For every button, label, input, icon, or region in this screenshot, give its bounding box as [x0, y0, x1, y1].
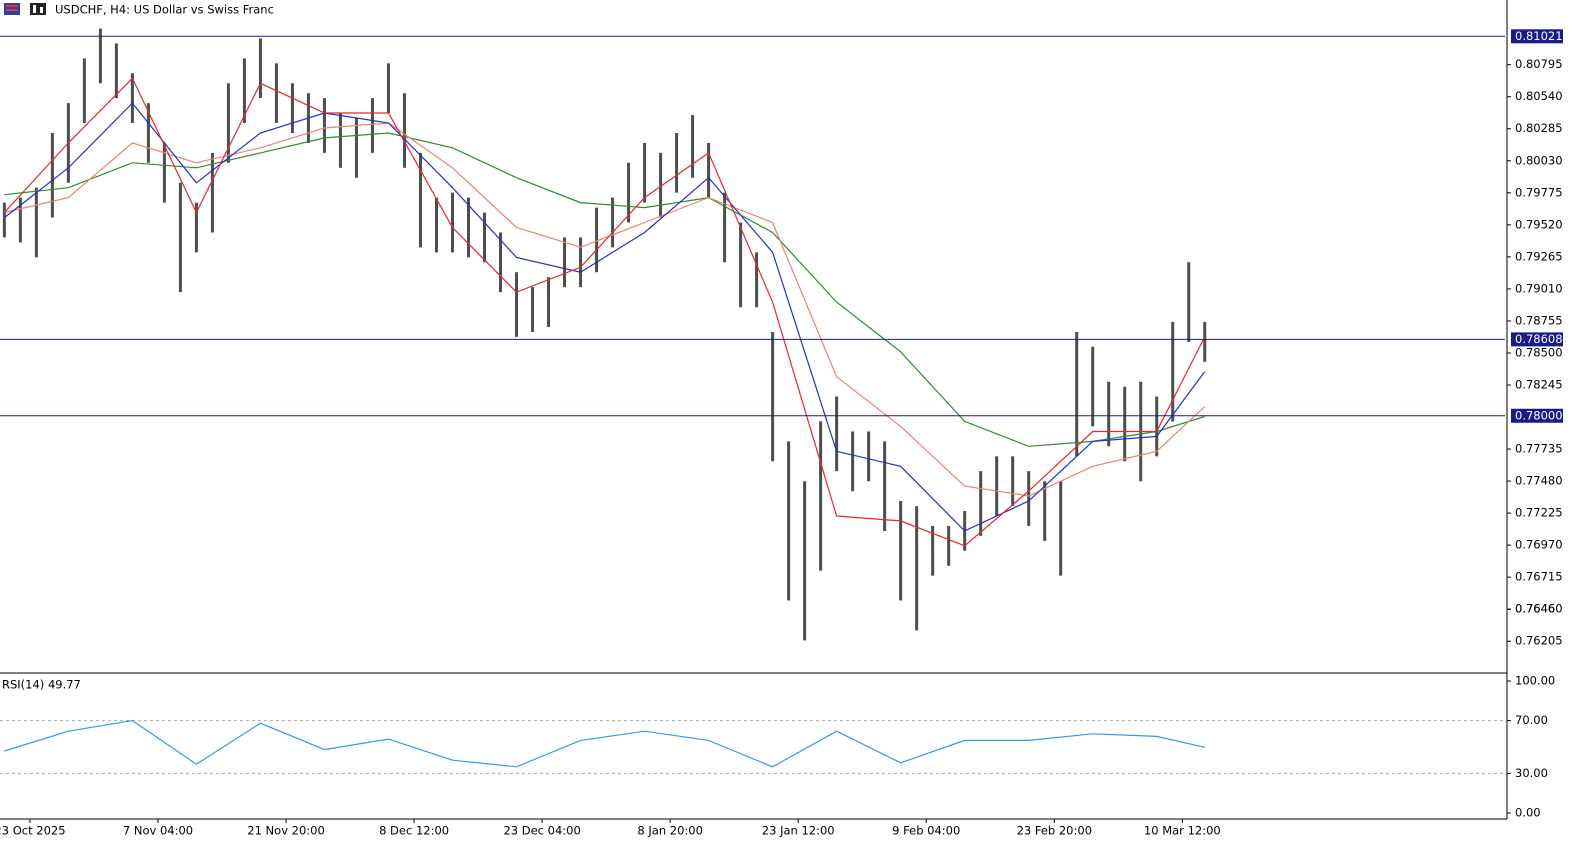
- level-label-bg: [1511, 332, 1563, 347]
- y-tick-label: 0.78755: [1515, 313, 1563, 327]
- y-tick-label: 0.78500: [1515, 345, 1563, 359]
- y-tick-label: 0.77735: [1515, 442, 1563, 456]
- y-tick-label: 30.00: [1515, 766, 1548, 780]
- y-tick-label: 0.76970: [1515, 538, 1563, 552]
- y-tick-label: 0.78245: [1515, 377, 1563, 391]
- x-tick-label: 7 Nov 04:00: [123, 824, 193, 838]
- level-label: 0.78608: [1515, 332, 1563, 346]
- x-tick-label: 10 Mar 12:00: [1144, 824, 1221, 838]
- x-tick-label: 21 Nov 20:00: [247, 824, 325, 838]
- moving-average: [4, 132, 1205, 447]
- x-tick-label: 23 Jan 12:00: [762, 824, 835, 838]
- y-tick-label: 0.76715: [1515, 570, 1563, 584]
- x-tick-label: 8 Jan 20:00: [637, 824, 703, 838]
- chart-header: USDCHF, H4: US Dollar vs Swiss Franc: [55, 3, 274, 17]
- y-tick-label: 0.76205: [1515, 634, 1563, 648]
- y-tick-label: 0.00: [1515, 805, 1541, 819]
- y-tick-label: 70.00: [1515, 713, 1548, 727]
- level-label-bg: [1511, 29, 1563, 44]
- symbol-icons: [4, 3, 46, 15]
- y-tick-label: 0.76460: [1515, 602, 1563, 616]
- y-tick-label: 0.80540: [1515, 89, 1563, 103]
- level-label: 0.81021: [1515, 29, 1563, 43]
- x-tick-label: 23 Oct 2025: [0, 824, 66, 838]
- level-label-bg: [1511, 408, 1563, 423]
- x-tick-label: 9 Feb 04:00: [892, 824, 960, 838]
- y-tick-label: 0.79010: [1515, 281, 1563, 295]
- rsi-line: [4, 719, 1205, 768]
- y-tick-label: 0.7646: [1515, 602, 1555, 616]
- y-tick-label: 0.80285: [1515, 121, 1563, 135]
- y-tick-label: 100.00: [1515, 674, 1555, 688]
- moving-average: [4, 122, 1206, 497]
- y-tick-label: 0.77480: [1515, 474, 1563, 488]
- x-tick-label: 23 Feb 20:00: [1017, 824, 1092, 838]
- y-tick-label: 0.77225: [1515, 506, 1563, 520]
- y-tick-label: 0.79520: [1515, 217, 1563, 231]
- y-tick-label: 0.80030: [1515, 153, 1563, 167]
- moving-average: [3, 77, 1206, 547]
- level-label: 0.78000: [1515, 408, 1563, 422]
- x-tick-label: 8 Dec 12:00: [379, 824, 449, 838]
- y-tick-label: 0.80795: [1515, 57, 1563, 71]
- x-tick-label: 23 Dec 04:00: [503, 824, 580, 838]
- rsi-title: RSI(14) 49.77: [2, 678, 81, 692]
- y-tick-label: 0.79775: [1515, 185, 1563, 199]
- y-tick-label: 0.79265: [1515, 249, 1563, 263]
- rsi-plot: [0, 719, 1505, 774]
- price-plot: [0, 28, 1505, 641]
- moving-average: [4, 102, 1206, 532]
